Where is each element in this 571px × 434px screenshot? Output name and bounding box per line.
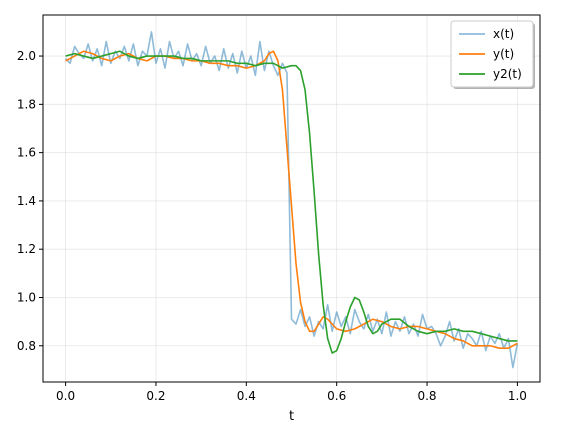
legend-box <box>450 20 534 88</box>
x-tick-label: 1.0 <box>508 389 527 403</box>
x-tick-label: 0.4 <box>237 389 256 403</box>
series-line-xt <box>65 31 519 369</box>
x-tick-label: 0.0 <box>56 389 75 403</box>
x-axis-label: t <box>289 409 294 424</box>
plot-area <box>65 31 519 369</box>
y-tick-label: 1.2 <box>17 242 36 256</box>
legend-label: y2(t) <box>493 67 522 81</box>
x-axis: 0.0 0.2 0.4 0.6 0.8 1.0 <box>56 382 527 403</box>
legend: x(t) y(t) y2(t) <box>450 20 535 89</box>
x-tick-label: 0.8 <box>417 389 436 403</box>
y-tick-label: 1.4 <box>17 194 36 208</box>
x-tick-label: 0.6 <box>327 389 346 403</box>
legend-label: y(t) <box>493 47 514 61</box>
y-axis: 0.8 1.0 1.2 1.4 1.6 1.8 2.0 <box>17 49 43 353</box>
series-line-y2t <box>65 50 518 354</box>
legend-label: x(t) <box>493 27 514 41</box>
y-tick-label: 1.0 <box>17 290 36 304</box>
x-tick-label: 0.2 <box>146 389 165 403</box>
y-tick-label: 2.0 <box>17 49 36 63</box>
series-line-yt <box>65 50 518 350</box>
y-tick-label: 0.8 <box>17 339 36 353</box>
axes-frame <box>42 14 541 383</box>
y-tick-label: 1.6 <box>17 146 36 160</box>
y-tick-label: 1.8 <box>17 97 36 111</box>
